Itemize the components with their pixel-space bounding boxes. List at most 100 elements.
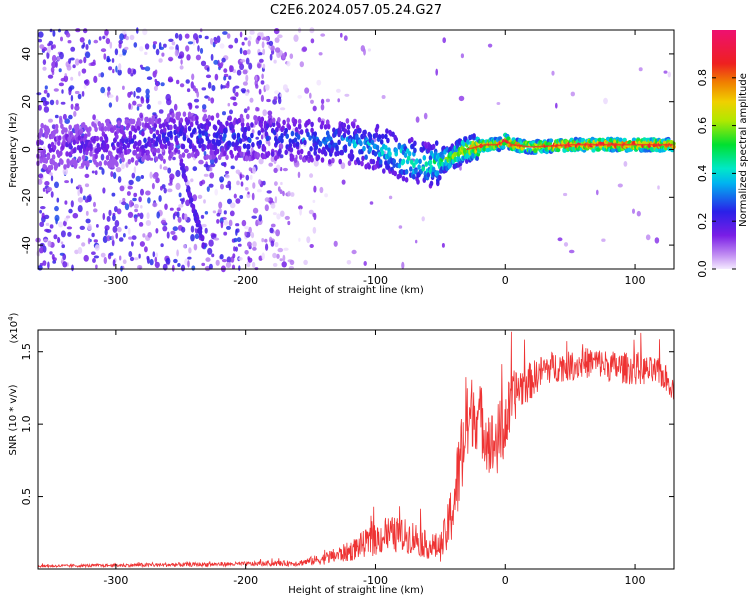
- spectrogram-noise-cell: [220, 62, 224, 67]
- spectrogram-noise-cell: [43, 214, 50, 220]
- spectrogram-noise-cell: [236, 237, 242, 243]
- spectrogram-noise-cell: [107, 86, 111, 92]
- spectrogram-ridge-cell: [262, 145, 267, 152]
- spectrogram-ridge-cell: [250, 132, 254, 139]
- spectrogram-noise-cell: [223, 219, 229, 226]
- spectrogram-x-tick-label: 100: [625, 274, 646, 287]
- spectrogram-ridge-cell: [174, 135, 178, 141]
- spectrogram-ridge-cell: [342, 122, 347, 129]
- spectrogram-ridge-cell: [115, 133, 119, 140]
- spectrogram-noise-cell: [194, 105, 199, 109]
- spectrogram-noise-cell: [117, 69, 122, 76]
- spectrogram-ridge-cell: [385, 128, 389, 134]
- spectrogram-noise-cell: [186, 88, 191, 93]
- spectrogram-ridge-cell: [133, 140, 138, 147]
- spectrogram-noise-cell: [147, 232, 152, 238]
- spectrogram-noise-cell: [171, 264, 175, 272]
- spectrogram-ridge-cell: [224, 127, 228, 134]
- spectrogram-ridge-cell: [219, 134, 223, 141]
- spectrogram-y-tick-label: 0: [20, 146, 33, 153]
- spectrogram-noise-cell: [124, 136, 129, 144]
- spectrogram-noise-cell: [154, 78, 158, 83]
- spectrogram-noise-cell: [363, 261, 367, 266]
- spectrogram-noise-cell: [60, 36, 63, 42]
- spectrogram-ridge-cell: [134, 160, 139, 166]
- spectrogram-noise-cell: [333, 240, 338, 247]
- spectrogram-noise-cell: [623, 161, 628, 167]
- spectrogram-noise-cell: [248, 167, 252, 172]
- spectrogram-noise-cell: [108, 209, 112, 217]
- colorbar-gradient: [712, 30, 736, 269]
- spectrogram-ridge-cell: [113, 137, 117, 144]
- spectrogram-noise-cell: [111, 192, 116, 197]
- spectrogram-ridge-cell: [416, 179, 420, 185]
- spectrogram-noise-cell: [203, 151, 207, 156]
- spectrogram-noise-cell: [258, 214, 263, 222]
- spectrogram-ridge-cell: [303, 139, 307, 146]
- spectrogram-noise-cell: [172, 234, 178, 241]
- spectrogram-noise-cell: [645, 234, 651, 241]
- spectrogram-noise-cell: [184, 33, 190, 39]
- spectrogram-noise-cell: [176, 207, 181, 211]
- spectrogram-ridge-cell: [51, 154, 56, 160]
- spectrogram-noise-cell: [145, 88, 150, 95]
- spectrogram-ridge-cell: [285, 133, 290, 139]
- spectrogram-ridge-cell: [421, 166, 426, 172]
- spectrogram-noise-cell: [248, 226, 252, 234]
- spectrogram-noise-cell: [155, 81, 159, 87]
- spectrogram-noise-cell: [140, 188, 144, 196]
- spectrogram-noise-cell: [255, 84, 259, 89]
- spectrogram-noise-cell: [47, 261, 50, 269]
- spectrogram-noise-cell: [46, 46, 51, 54]
- spectrogram-noise-cell: [135, 175, 141, 182]
- spectrogram-noise-cell: [341, 179, 346, 185]
- spectrogram-noise-cell: [68, 89, 72, 96]
- spectrogram-ridge-cell: [215, 112, 220, 119]
- spectrogram-ridge-cell: [406, 155, 411, 162]
- spectrogram-noise-cell: [118, 63, 122, 71]
- spectrogram-noise-cell: [94, 170, 98, 176]
- spectrogram-noise-cell: [44, 85, 48, 90]
- spectrogram-noise-cell: [187, 41, 194, 45]
- spectrogram-noise-cell: [145, 190, 151, 196]
- spectrogram-noise-cell: [227, 198, 232, 205]
- spectrogram-noise-cell: [192, 38, 196, 46]
- spectrogram-noise-cell: [262, 48, 266, 56]
- spectrogram-ridge-cell: [351, 123, 356, 129]
- spectrogram-ridge-cell: [461, 141, 466, 147]
- spectrogram-ridge-cell: [143, 137, 147, 144]
- spectrogram-ridge-cell: [404, 177, 409, 183]
- spectrogram-ridge-cell: [58, 135, 62, 141]
- spectrogram-noise-cell: [49, 224, 54, 229]
- spectrogram-ridge-cell: [397, 162, 402, 169]
- spectrogram-noise-cell: [183, 148, 189, 154]
- spectrogram-noise-cell: [301, 46, 308, 52]
- spectrogram-noise-cell: [214, 73, 219, 81]
- spectrogram-ridge-cell: [358, 127, 362, 134]
- spectrogram-ridge-cell: [115, 154, 119, 160]
- spectrogram-noise-cell: [46, 186, 53, 192]
- spectrogram-ridge-cell: [306, 131, 310, 138]
- spectrogram-ridge-cell: [132, 134, 137, 140]
- spectrogram-ridge-cell: [388, 151, 392, 157]
- spectrogram-noise-cell: [109, 252, 114, 256]
- spectrogram-noise-cell: [183, 213, 188, 221]
- spectrogram-noise-cell: [128, 179, 134, 185]
- spectrogram-noise-cell: [79, 186, 83, 194]
- spectrogram-ridge-cell: [266, 150, 271, 157]
- spectrogram-ridge-cell: [86, 161, 90, 168]
- spectrogram-ridge-cell: [335, 144, 339, 151]
- spectrogram-noise-cell: [174, 49, 179, 57]
- spectrogram-noise-cell: [100, 48, 107, 53]
- spectrogram-noise-cell: [266, 190, 272, 194]
- spectrogram-noise-cell: [258, 158, 264, 165]
- spectrogram-ridge-cell: [204, 131, 208, 137]
- spectrogram-noise-cell: [128, 236, 133, 240]
- spectrogram-noise-cell: [42, 59, 47, 65]
- spectrogram-noise-cell: [320, 103, 325, 111]
- spectrogram-noise-cell: [282, 167, 288, 172]
- spectrogram-ridge-cell: [105, 154, 110, 161]
- spectrogram-noise-cell: [229, 210, 235, 217]
- spectrogram-noise-cell: [232, 253, 236, 259]
